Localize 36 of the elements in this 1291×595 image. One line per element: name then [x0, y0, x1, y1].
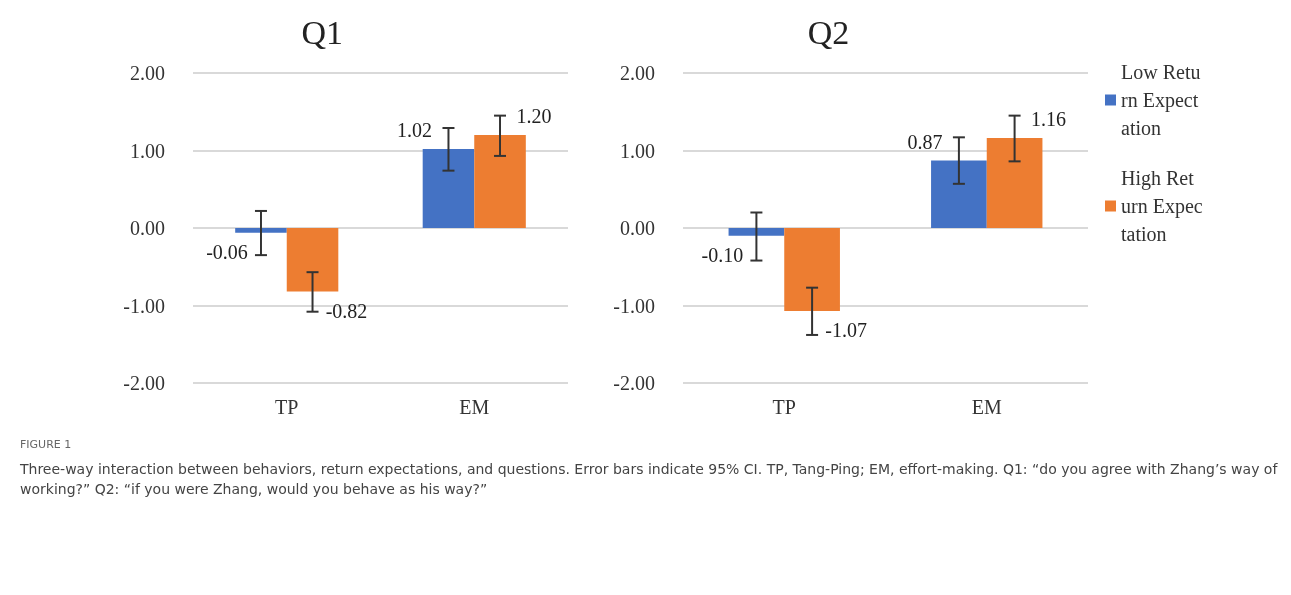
y-tick-label: -2.00: [613, 372, 655, 394]
data-label: 1.02: [396, 118, 432, 141]
legend-label: High Return Expectation: [1121, 167, 1203, 245]
bar: [728, 228, 785, 236]
bar: [784, 228, 840, 311]
data-label: 1.20: [516, 105, 552, 127]
chart-title: Q2: [807, 13, 850, 51]
y-tick-label: 1.00: [130, 139, 165, 162]
y-tick-label: 1.00: [620, 139, 655, 162]
caption: FIGURE 1: [20, 438, 73, 451]
x-tick-label: EM: [971, 396, 1002, 418]
bar: [422, 148, 475, 228]
chart-title: Q1: [301, 13, 343, 51]
y-tick-label: -2.00: [123, 372, 165, 394]
legend-label: Low Return Expectation: [1121, 61, 1201, 139]
x-tick-label: EM: [459, 396, 490, 418]
data-label: 0.87: [907, 130, 943, 153]
data-label: -0.10: [701, 243, 744, 266]
bar: [474, 135, 526, 228]
y-tick-label: -1.00: [123, 294, 165, 317]
y-tick-label: 0.00: [130, 217, 165, 239]
data-label: -0.06: [206, 240, 248, 263]
x-tick-label: TP: [772, 396, 796, 418]
y-tick-label: 2.00: [620, 62, 655, 84]
bar: [286, 228, 339, 292]
bar: [986, 138, 1043, 228]
y-tick-label: 0.00: [620, 217, 655, 239]
text: Three-way interaction between behaviors, return expectations, and questions. Error bars indicate 95% CI. TP, Tang-Ping; EM, effort-making. Q1: “do you agree with Zhang’s way of working?” Q2: “if you were Zhang, would you behave as his way?”: [20, 460, 1278, 499]
data-label: 1.16: [1031, 108, 1067, 131]
x-tick-label: TP: [275, 396, 299, 418]
bar: [235, 228, 287, 233]
data-label: -0.82: [325, 299, 368, 322]
y-tick-label: -1.00: [613, 294, 655, 317]
y-tick-label: 2.00: [130, 62, 165, 84]
bar: [931, 160, 987, 228]
data-label: -1.07: [825, 318, 867, 341]
